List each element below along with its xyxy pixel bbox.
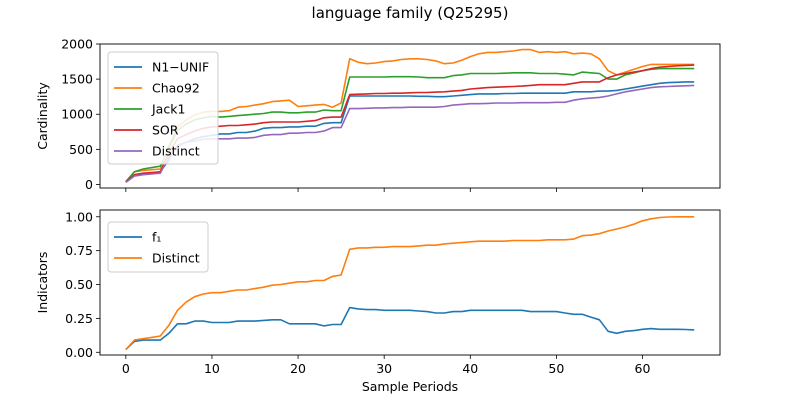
- y-tick-label: 1.00: [65, 209, 93, 224]
- legend-box: [107, 221, 209, 273]
- legend-label: Distinct: [152, 144, 200, 159]
- legend: f₁ Distinct: [107, 221, 209, 273]
- x-tick-label: 20: [290, 361, 306, 376]
- legend-label: N1−UNIF: [152, 60, 209, 75]
- series-line-cardinality-1: [125, 48, 695, 183]
- y-axis-label: Indicators: [35, 252, 50, 314]
- legend-box: [107, 51, 219, 165]
- indicators-panel: 0 10 20 30 40 50 60 0.00 0.25 0.50 0.75 1.00 Indicat…: [35, 209, 721, 394]
- x-tick-label: 30: [376, 361, 392, 376]
- x-axis-label: Sample Periods: [362, 379, 458, 394]
- cardinality-panel: 0 500 1000 1500 2000 Cardinality N1−UNIF Chao92…: [35, 37, 721, 192]
- figure-title: language family (Q25295): [312, 4, 509, 22]
- y-tick-label: 0.50: [65, 277, 93, 292]
- x-tick-label: 10: [204, 361, 220, 376]
- series-line-indicators-1: [125, 216, 695, 351]
- y-tick-label: 0.25: [65, 311, 93, 326]
- legend-label: Distinct: [152, 251, 200, 266]
- y-tick-label: 0.00: [65, 345, 93, 360]
- plot-frame: [99, 209, 721, 356]
- x-tick-label: 50: [548, 361, 564, 376]
- y-tick-label: 0: [85, 177, 93, 192]
- series-line-cardinality-0: [125, 81, 695, 183]
- legend-label: SOR: [152, 123, 179, 138]
- plot-frame: [99, 43, 721, 189]
- series-line-cardinality-4: [125, 84, 695, 184]
- y-tick-label: 1000: [61, 107, 93, 122]
- y-tick-label: 0.75: [65, 243, 93, 258]
- series-line-cardinality-2: [125, 67, 695, 183]
- legend: N1−UNIF Chao92 Jack1 SOR Distinct: [107, 51, 219, 165]
- y-axis-label: Cardinality: [35, 82, 50, 150]
- series-line-cardinality-3: [125, 64, 695, 183]
- series-line-indicators-0: [125, 306, 695, 351]
- y-tick-label: 500: [69, 142, 93, 157]
- y-tick-label: 2000: [61, 37, 93, 52]
- x-tick-label: 0: [122, 361, 130, 376]
- legend-label: Chao92: [152, 81, 200, 96]
- legend-label: f₁: [152, 230, 161, 245]
- x-tick-label: 40: [462, 361, 478, 376]
- y-tick-label: 1500: [61, 72, 93, 87]
- x-tick-label: 60: [635, 361, 651, 376]
- legend-label: Jack1: [151, 102, 185, 117]
